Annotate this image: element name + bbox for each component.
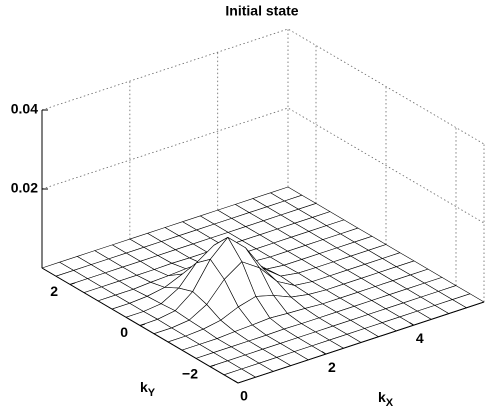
x-tick-label: 4: [416, 330, 424, 346]
x-tick-label: 0: [240, 388, 248, 404]
x-tick-label: 2: [328, 359, 336, 375]
y-label-sub: Y: [148, 387, 156, 399]
y-tick-label: 2: [50, 283, 58, 299]
z-tick-label: 0.02: [11, 180, 38, 196]
chart-title: Initial state: [225, 3, 298, 19]
x-axis: [237, 301, 485, 384]
y-tick: [139, 323, 146, 326]
x-tick: [321, 351, 327, 355]
y-tick: [209, 364, 216, 368]
y-label-base: k: [140, 379, 148, 395]
x-label-base: k: [378, 389, 386, 405]
x-label-sub: X: [386, 397, 394, 409]
y-axis-label: kY: [140, 379, 156, 399]
y-tick: [69, 282, 76, 285]
z-grid-line: [41, 28, 485, 145]
x-tick: [233, 380, 239, 384]
y-tick-label: 0: [120, 324, 128, 340]
x-tick: [409, 322, 414, 326]
y-tick-label: −2: [182, 365, 198, 381]
x-axis-label: kX: [378, 389, 394, 409]
z-tick-label: 0.04: [11, 101, 38, 117]
